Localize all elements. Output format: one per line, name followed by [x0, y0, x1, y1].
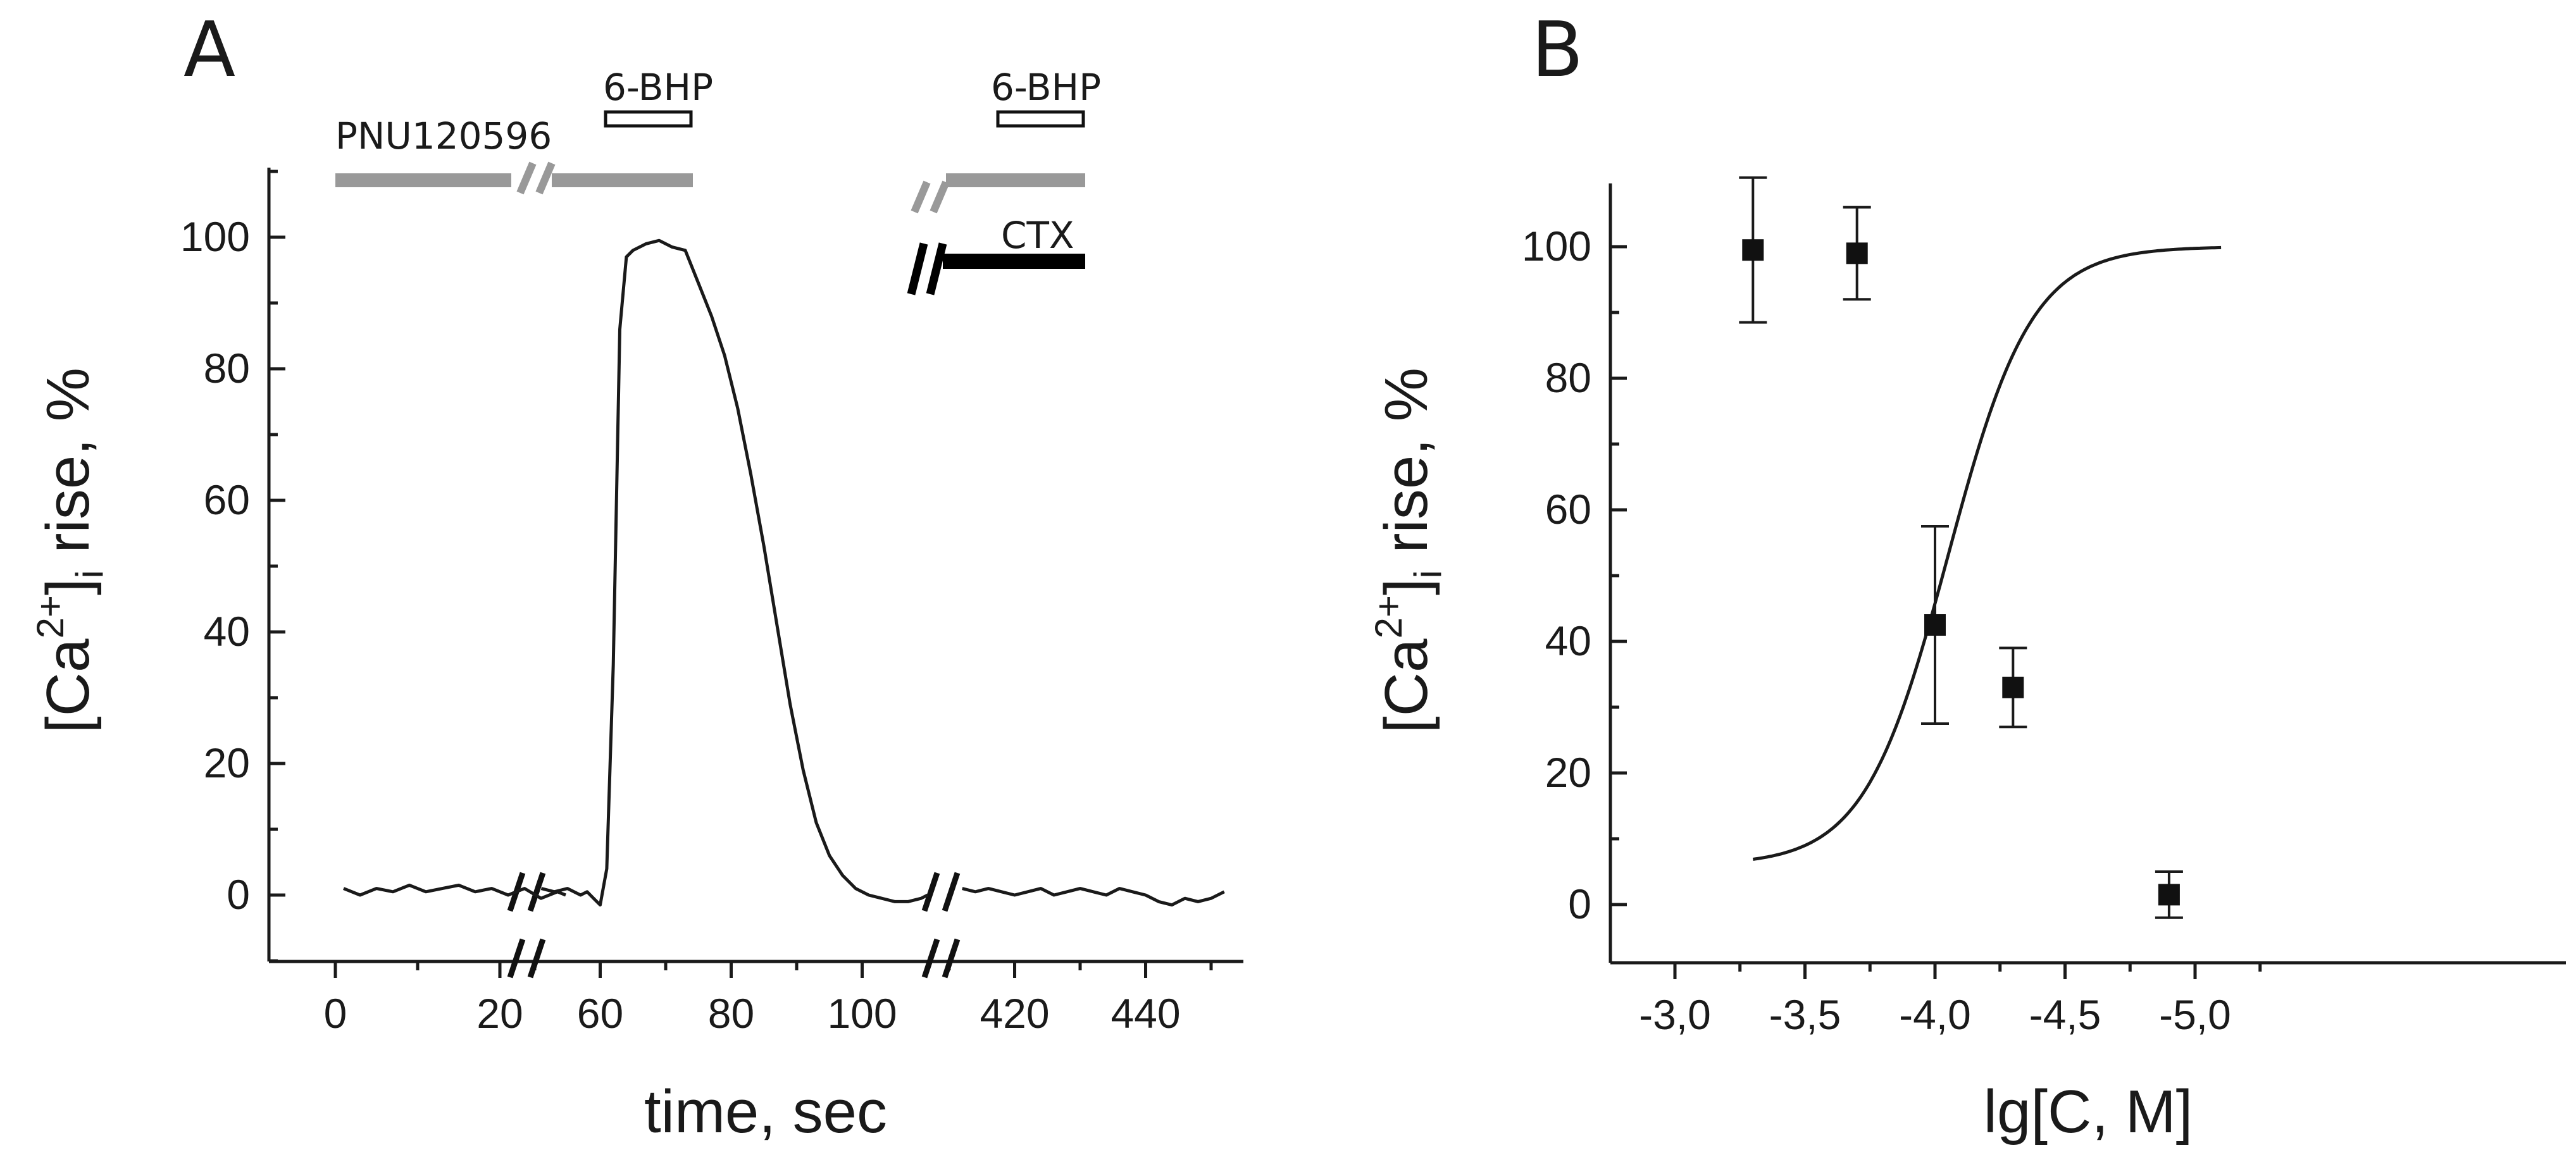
- panel-b-x-label: lg[C, M]: [1984, 1078, 2193, 1146]
- panel-b-x-ticks: -3,0 -3,5 -4,0 -4,5 -5,0: [1639, 963, 2262, 1038]
- panel-a-y-ticks: 0 20 40 60 80 100: [180, 170, 285, 963]
- panel-b-y-tick-label: 80: [1545, 354, 1591, 401]
- pnu-bar-break-2: [535, 161, 556, 195]
- pnu-bar-break-4: [930, 180, 950, 214]
- panel-a-x-tick-label: 0: [324, 990, 347, 1037]
- panel-b-points: [1739, 176, 2183, 919]
- ctx-bar-break-1: [907, 242, 928, 295]
- pnu-label: PNU120596: [335, 114, 552, 158]
- panel-a-x-tick-label: 60: [577, 990, 623, 1037]
- panel-a-trace-segment: [962, 887, 1225, 907]
- panel-a: A 0 20 40 60 80 100 0 20 60 80 100 420 440: [29, 6, 1243, 1146]
- panel-b: B 0 20 40 60 80 100 -3,0 -3,5 -4,0 -4,5 -5,0 lg[C…: [1367, 6, 2566, 1146]
- panel-a-x-tick-label: 80: [708, 990, 754, 1037]
- panel-b-x-tick-label: -5,0: [2159, 991, 2231, 1038]
- panel-a-y-tick-label: 20: [204, 739, 250, 786]
- panel-a-drug-bars: PNU120596 6-BHP 6-BHP CTX: [335, 66, 1101, 295]
- panel-b-data-point: [2158, 884, 2180, 906]
- panel-a-y-tick-label: 0: [227, 871, 250, 918]
- panel-a-y-tick-label: 40: [204, 608, 250, 655]
- panel-a-x-ticks: 0 20 60 80 100 420 440: [324, 961, 1213, 1037]
- panel-a-trace-segment: [540, 238, 929, 907]
- panel-a-trace-break-2: [921, 872, 961, 912]
- panel-a-x-tick-label: 420: [980, 990, 1049, 1037]
- bhp-label-1: 6-BHP: [603, 66, 713, 109]
- panel-b-y-tick-label: 20: [1545, 749, 1591, 796]
- panel-a-x-label: time, sec: [644, 1078, 887, 1146]
- panel-b-x-tick-label: -4,0: [1899, 991, 1971, 1038]
- panel-a-label: A: [184, 6, 235, 94]
- panel-b-label: B: [1531, 6, 1583, 94]
- panel-a-x-tick-label: 440: [1111, 990, 1180, 1037]
- panel-b-y-tick-label: 0: [1568, 881, 1591, 927]
- panel-a-trace-group: [343, 238, 1225, 907]
- panel-b-x-tick-label: -3,5: [1769, 991, 1841, 1038]
- panel-b-x-tick-label: -3,0: [1639, 991, 1711, 1038]
- panel-a-x-tick-label: 100: [827, 990, 897, 1037]
- panel-a-trace-segment: [343, 883, 566, 900]
- bhp-bar-2: [996, 110, 1085, 128]
- panel-b-x-tick-label: -4,5: [2029, 991, 2101, 1038]
- ctx-bar-break-2: [926, 242, 947, 295]
- pnu-bar-break-3: [911, 180, 931, 214]
- panel-b-y-tick-label: 40: [1545, 617, 1591, 664]
- panel-a-y-label: [Ca2+]i rise, %: [29, 368, 111, 733]
- pnu-bar-break-1: [516, 161, 537, 195]
- panel-a-axis-break-2: [921, 938, 961, 979]
- panel-b-data-point: [1742, 239, 1764, 261]
- panel-b-data-point: [1846, 242, 1868, 264]
- bhp-bar-1: [604, 110, 693, 128]
- panel-b-y-tick-label: 100: [1522, 223, 1591, 269]
- panel-a-y-tick-label: 100: [180, 213, 250, 260]
- ctx-label: CTX: [1001, 214, 1074, 257]
- panel-b-y-tick-label: 60: [1545, 486, 1591, 533]
- panel-a-y-tick-label: 60: [204, 476, 250, 523]
- panel-b-data-point: [2002, 676, 2024, 698]
- panel-a-axis-break-1: [507, 938, 546, 979]
- panel-a-y-tick-label: 80: [204, 345, 250, 392]
- bhp-label-2: 6-BHP: [991, 66, 1101, 109]
- panel-b-fit-curve: [1752, 245, 2222, 861]
- panel-b-y-ticks: 0 20 40 60 80 100: [1522, 223, 1627, 927]
- panel-a-x-tick-label: 20: [476, 990, 523, 1037]
- panel-b-data-point: [1924, 614, 1946, 636]
- panel-b-y-label: [Ca2+]i rise, %: [1367, 368, 1449, 733]
